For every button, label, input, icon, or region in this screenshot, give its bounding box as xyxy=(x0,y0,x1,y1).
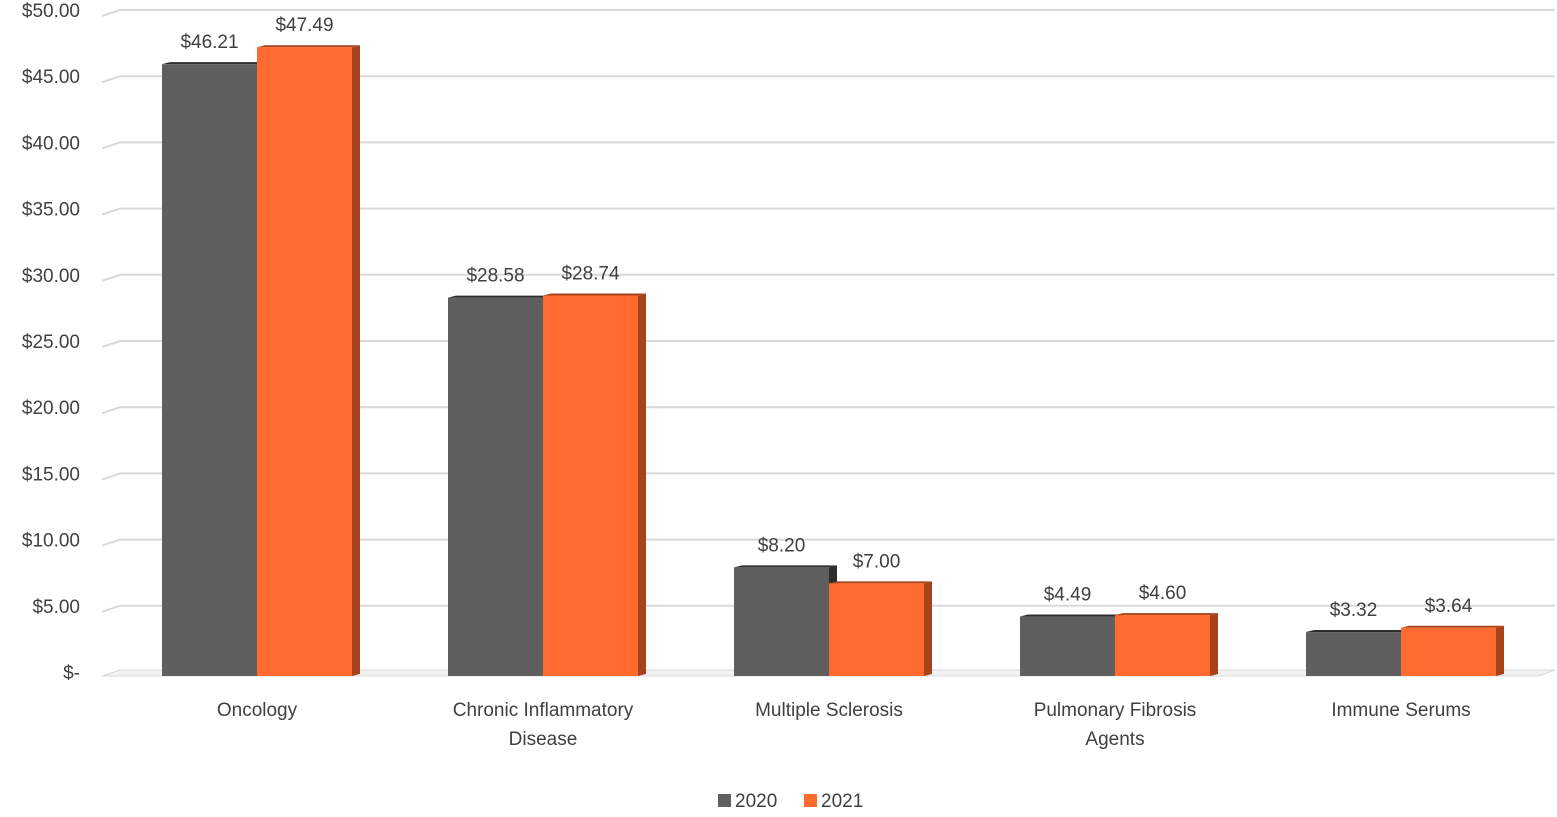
y-tick-label: $25.00 xyxy=(22,332,80,353)
bar xyxy=(1115,615,1210,676)
y-tick-label: $15.00 xyxy=(22,464,80,485)
bar-side xyxy=(924,581,932,676)
bar xyxy=(1306,632,1401,676)
bar-top xyxy=(1115,613,1218,616)
bar xyxy=(257,47,352,676)
x-tick-label: Immune Serums xyxy=(1331,700,1470,721)
bar xyxy=(543,295,638,676)
y-tick-label: $35.00 xyxy=(22,200,80,221)
y-tick-label: $20.00 xyxy=(22,398,80,419)
gridline-edge xyxy=(101,273,121,282)
bar-top xyxy=(1306,630,1409,633)
bar-top xyxy=(448,295,551,298)
data-label: $3.64 xyxy=(1425,596,1473,617)
bar-top xyxy=(543,293,646,296)
bars xyxy=(162,45,1504,676)
y-tick-label: $- xyxy=(63,663,80,684)
bar-top xyxy=(257,45,360,48)
legend-label: 2020 xyxy=(735,791,777,812)
legend-swatch xyxy=(718,794,731,807)
gridline-edge xyxy=(101,472,121,481)
x-axis: Oncology Chronic Inflammatory Disease Multi… xyxy=(217,700,1471,750)
x-tick-label: Oncology xyxy=(217,700,298,721)
x-tick-label: Disease xyxy=(509,729,578,750)
x-tick-label: Chronic Inflammatory xyxy=(453,700,634,721)
data-label: $4.60 xyxy=(1139,583,1187,604)
data-label: $46.21 xyxy=(180,32,238,53)
y-tick-label: $5.00 xyxy=(32,597,80,618)
data-label: $28.74 xyxy=(561,263,620,284)
bar-top xyxy=(1401,625,1504,628)
bar xyxy=(162,64,257,676)
y-tick-label: $30.00 xyxy=(22,266,80,287)
y-axis: $- $5.00 $10.00 $15.00 $20.00 $25.00 $30.00 $35… xyxy=(22,1,80,684)
gridline-edge xyxy=(101,141,121,150)
bar xyxy=(448,297,543,676)
x-tick-label: Pulmonary Fibrosis xyxy=(1034,700,1197,721)
y-tick-label: $10.00 xyxy=(22,531,80,552)
y-tick-label: $45.00 xyxy=(22,67,80,88)
y-tick-label: $40.00 xyxy=(22,133,80,154)
legend-swatch xyxy=(804,794,817,807)
gridline-edge xyxy=(101,406,121,415)
data-label: $4.49 xyxy=(1044,585,1092,606)
bar xyxy=(734,567,829,676)
data-label: $3.32 xyxy=(1330,600,1378,621)
bar-side xyxy=(638,293,646,676)
data-label: $8.20 xyxy=(758,535,806,556)
bar-top xyxy=(162,62,265,65)
x-tick-label: Agents xyxy=(1085,729,1144,750)
bar xyxy=(1020,616,1115,676)
gridline-edge xyxy=(101,75,121,84)
data-label: $47.49 xyxy=(275,15,333,36)
bar-top xyxy=(829,581,932,584)
y-tick-label: $50.00 xyxy=(22,1,80,22)
bar-side xyxy=(352,45,360,676)
bar-side xyxy=(1496,625,1504,676)
legend: 2020 2021 xyxy=(718,791,863,812)
legend-label: 2021 xyxy=(821,791,863,812)
gridline-edge xyxy=(101,207,121,216)
gridline-edge xyxy=(101,9,121,17)
gridline-edge xyxy=(101,538,121,547)
x-tick-label: Multiple Sclerosis xyxy=(755,700,903,721)
data-label: $28.58 xyxy=(466,266,524,287)
data-labels: $46.21 $47.49 $28.58 $28.74 $8.20 $7.00 $4.49 $… xyxy=(180,15,1472,621)
gridline-edge xyxy=(101,604,121,613)
data-label: $7.00 xyxy=(853,551,901,572)
bar-side xyxy=(1210,613,1218,676)
bar-top xyxy=(1020,614,1123,617)
gridline-edge xyxy=(101,340,121,348)
bar xyxy=(829,583,924,676)
bar xyxy=(1401,627,1496,676)
bar-top xyxy=(734,565,837,568)
